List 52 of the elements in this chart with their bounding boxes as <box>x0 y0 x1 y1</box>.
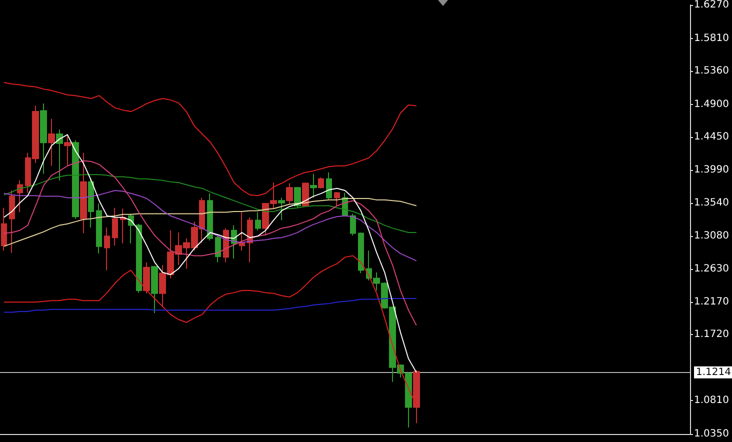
y-tick-label: 1.4450 <box>694 131 730 142</box>
y-tick-label: 1.0350 <box>694 428 730 440</box>
candlestick <box>413 370 420 424</box>
candlestick <box>64 133 71 166</box>
line-series <box>3 174 417 234</box>
y-tick-label: 1.2170 <box>694 296 730 308</box>
y-tick-label: 1.3540 <box>694 197 730 208</box>
line-series <box>3 190 417 262</box>
y-tick-label: 1.4900 <box>694 98 730 110</box>
candlestick <box>334 191 340 206</box>
y-tick-label: 1.2630 <box>694 263 730 274</box>
candlestick <box>286 182 293 204</box>
candlestick <box>72 140 79 220</box>
candlestick <box>9 190 15 254</box>
candlestick <box>1 207 7 252</box>
candlestick <box>318 176 324 189</box>
candlestick <box>207 192 213 242</box>
candlestick <box>358 232 364 274</box>
candlestick <box>350 213 356 236</box>
y-tick-label: 1.1720 <box>694 329 730 340</box>
candlestick <box>80 152 87 234</box>
y-tick-label: 1.3990 <box>694 164 730 176</box>
candlestick <box>40 103 47 174</box>
candlestick <box>255 212 261 231</box>
line-series <box>3 198 417 247</box>
line-series <box>3 255 417 406</box>
y-tick-label: 1.6270 <box>694 0 730 10</box>
candlestick <box>96 203 102 254</box>
line-series <box>3 160 417 326</box>
candlestick <box>151 265 158 314</box>
line-series <box>3 298 417 313</box>
y-tick-label: 1.5810 <box>694 32 730 44</box>
candlestick <box>143 262 150 294</box>
candlestick <box>104 226 110 271</box>
candlestick <box>112 207 118 246</box>
candlestick <box>128 213 134 244</box>
candlestick <box>17 180 23 213</box>
candlestick <box>88 178 94 228</box>
candlestick <box>48 118 55 166</box>
candlestick <box>136 223 142 294</box>
candlestick <box>239 212 245 252</box>
y-tick-label: 1.5360 <box>694 65 730 76</box>
candlestick <box>278 197 285 221</box>
line-series <box>3 134 417 373</box>
candlestick <box>215 234 221 263</box>
line-series <box>3 82 417 196</box>
candlestick <box>56 129 63 181</box>
candlestick <box>326 172 332 200</box>
y-tick-label: 1.0810 <box>694 395 730 406</box>
ref-line-label: 1.1214 <box>696 366 732 378</box>
candlestick <box>310 173 317 198</box>
y-tick-label: 1.3080 <box>694 230 730 242</box>
